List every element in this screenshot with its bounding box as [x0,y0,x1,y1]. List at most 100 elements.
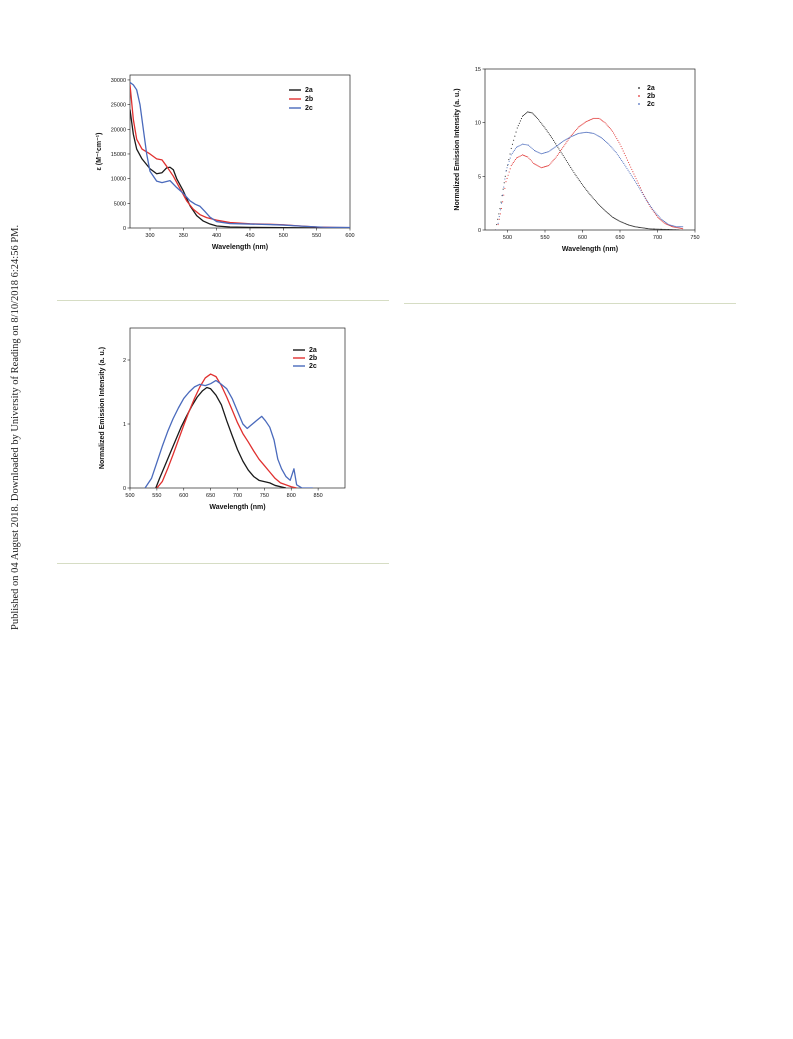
data-point [664,221,667,223]
data-point [535,164,537,166]
data-point [531,112,533,114]
x-axis-label: Wavelength (nm) [212,244,268,251]
plot-frame [129,74,351,229]
data-point [588,192,590,194]
data-point [678,226,681,228]
data-point [524,155,526,157]
data-point [506,167,508,169]
data-point [566,138,568,140]
data-point [640,227,642,229]
data-point [566,161,569,163]
data-point [600,137,602,139]
data-point [523,154,525,156]
data-point [605,211,607,213]
data-point [515,157,518,159]
data-point [568,137,570,139]
series-line-2c [130,81,350,228]
data-point [518,145,520,147]
data-point [607,125,609,127]
data-point [598,117,600,119]
data-point [629,224,631,226]
data-point [556,154,558,157]
data-point [536,151,538,153]
series-2c [496,131,684,230]
data-point [602,207,604,210]
data-point [536,117,539,119]
data-point [574,173,576,175]
data-point [676,226,678,228]
data-point [582,132,584,134]
data-point [649,228,651,230]
data-point [609,144,611,146]
data-point [667,223,669,225]
data-point [611,130,614,132]
data-point [606,141,608,143]
legend-label-2a: 2a [647,85,655,92]
data-point [653,210,655,212]
series-2a [494,111,680,230]
y-axis-label: Normalized Emission Intensity (a. u.) [99,347,106,469]
data-point [641,192,643,194]
data-point [529,159,531,161]
data-point [551,138,554,140]
data-point [511,143,513,145]
data-point [651,228,653,230]
data-point [590,195,592,197]
data-point [544,152,547,154]
data-point [670,229,672,230]
data-point [619,158,622,160]
data-point [557,153,559,155]
data-point [668,224,670,226]
data-point [639,188,641,190]
data-point [518,122,520,124]
y-tick-label: 1 [123,422,126,428]
data-point [588,119,591,121]
data-point [537,165,539,167]
data-point [538,152,540,154]
data-point [535,116,537,118]
data-point [591,196,593,198]
data-point [616,153,618,155]
data-point [663,222,665,224]
data-point [626,167,628,170]
data-point [500,207,503,210]
data-point [645,199,647,201]
data-point [588,132,591,134]
data-point [523,114,525,116]
data-point [498,218,500,220]
data-point [514,135,516,137]
data-point [631,168,633,170]
data-point [508,159,510,161]
data-point [580,124,582,126]
y-tick-label: 25000 [111,103,126,109]
data-point [552,160,554,162]
data-point [599,118,601,120]
data-point [623,222,625,224]
data-point [565,142,567,144]
data-point [586,131,588,134]
data-point [614,150,616,153]
data-point [596,134,598,136]
data-point [630,166,632,168]
data-point [511,152,513,154]
data-point [618,220,620,222]
data-point [570,135,572,137]
data-point [515,131,517,133]
data-point [630,225,632,227]
data-point [615,218,617,220]
data-point [545,129,547,131]
data-point [553,139,555,141]
data-point [573,171,575,174]
data-point [631,176,633,178]
data-point [565,139,567,141]
data-point [533,162,535,164]
data-point [529,145,531,147]
x-tick-label: 500 [125,493,134,499]
data-point [606,211,608,214]
x-tick-label: 350 [179,233,188,239]
legend-label-2b: 2b [309,355,317,362]
data-point [556,144,558,147]
data-point [613,149,615,151]
data-point [598,203,600,205]
data-point [555,156,557,158]
